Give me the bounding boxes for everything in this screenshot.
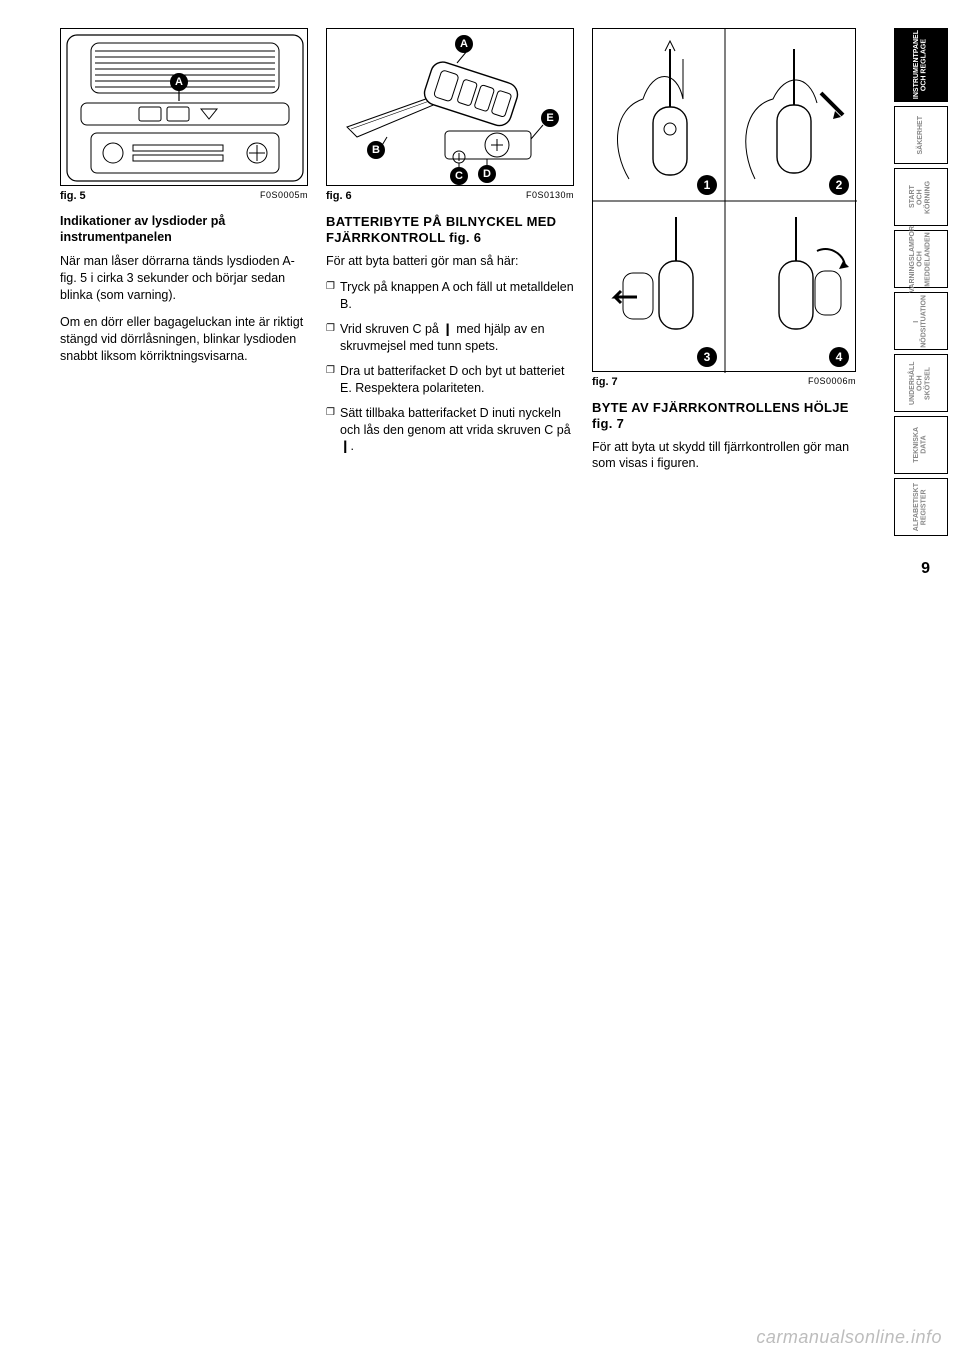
callout-b: B bbox=[367, 141, 385, 159]
callout-a: A bbox=[455, 35, 473, 53]
key-cover-illustration bbox=[593, 29, 857, 373]
column-1: Indikationer av lysdioder på instrumentp… bbox=[60, 214, 308, 375]
figure-5-caption: fig. 5 F0S0005m bbox=[60, 186, 308, 202]
figure-5-frame: A bbox=[60, 28, 308, 186]
side-tab-strip: INSTRUMENTPANEL OCH REGLAGE SÄKERHET STA… bbox=[894, 28, 948, 540]
side-tab-tekniska[interactable]: TEKNISKA DATA bbox=[894, 416, 948, 474]
figure-caption-text: fig. 5 bbox=[60, 190, 86, 202]
side-tab-label: UNDERHÅLL OCH SKÖTSEL bbox=[909, 355, 932, 411]
figure-6-frame: A B C D E bbox=[326, 28, 574, 186]
side-tab-start[interactable]: START OCH KÖRNING bbox=[894, 168, 948, 226]
side-tab-label: TEKNISKA DATA bbox=[913, 423, 928, 467]
list-item: Sätt tillbaka batterifacket D inuti nyck… bbox=[326, 405, 574, 456]
page-number: 9 bbox=[921, 560, 930, 578]
figure-7: 1 2 3 4 fig. 7 F0S0006m bbox=[592, 28, 856, 388]
list-item: Dra ut batterifacket D och byt ut batter… bbox=[326, 363, 574, 397]
side-tab-nodsituation[interactable]: I NÖDSITUATION bbox=[894, 292, 948, 350]
panel-number-3: 3 bbox=[697, 347, 717, 367]
callout-e: E bbox=[541, 109, 559, 127]
column-2: BATTERIBYTE PÅ BILNYCKEL MED FJÄRRKONTRO… bbox=[326, 214, 574, 463]
watermark: carmanualsonline.info bbox=[756, 1327, 942, 1348]
figure-code: F0S0005m bbox=[260, 190, 308, 202]
key-illustration bbox=[327, 29, 575, 187]
col2-intro: För att byta batteri gör man så här: bbox=[326, 253, 574, 270]
side-tab-register[interactable]: ALFABETISKT REGISTER bbox=[894, 478, 948, 536]
list-item: Vrid skruven C på ❙ med hjälp av en skru… bbox=[326, 321, 574, 355]
callout-c: C bbox=[450, 167, 468, 185]
side-tab-label: SÄKERHET bbox=[917, 112, 925, 159]
side-tab-label: VARNINGSLAMPOR OCH MEDDELANDEN bbox=[909, 222, 932, 297]
callout-a: A bbox=[170, 73, 188, 91]
figure-caption-text: fig. 7 bbox=[592, 376, 618, 388]
figure-caption-text: fig. 6 bbox=[326, 190, 352, 202]
col1-heading: Indikationer av lysdioder på instrumentp… bbox=[60, 214, 308, 245]
col1-p1: När man låser dörrarna tänds lysdioden A… bbox=[60, 253, 308, 304]
figure-6: A B C D E fig. 6 F0S0130m bbox=[326, 28, 574, 202]
col3-p1: För att byta ut skydd till fjärrkontroll… bbox=[592, 439, 856, 473]
list-item: Tryck på knappen A och fäll ut metalldel… bbox=[326, 279, 574, 313]
side-tab-varningslampor[interactable]: VARNINGSLAMPOR OCH MEDDELANDEN bbox=[894, 230, 948, 288]
col1-p2: Om en dörr eller bagageluckan inte är ri… bbox=[60, 314, 308, 365]
side-tab-label: ALFABETISKT REGISTER bbox=[913, 479, 928, 535]
dashboard-illustration bbox=[61, 29, 309, 187]
figure-7-caption: fig. 7 F0S0006m bbox=[592, 372, 856, 388]
manual-page: INSTRUMENTPANEL OCH REGLAGE SÄKERHET STA… bbox=[0, 0, 960, 1358]
side-tab-sakerhet[interactable]: SÄKERHET bbox=[894, 106, 948, 164]
column-3: BYTE AV FJÄRRKONTROLLENS HÖLJE fig. 7 Fö… bbox=[592, 400, 856, 482]
side-tab-label: I NÖDSITUATION bbox=[913, 291, 928, 352]
panel-number-4: 4 bbox=[829, 347, 849, 367]
panel-number-2: 2 bbox=[829, 175, 849, 195]
figure-code: F0S0006m bbox=[808, 376, 856, 388]
figure-7-frame: 1 2 3 4 bbox=[592, 28, 856, 372]
panel-number-1: 1 bbox=[697, 175, 717, 195]
side-tab-label: START OCH KÖRNING bbox=[909, 169, 932, 225]
side-tab-instrumentpanel[interactable]: INSTRUMENTPANEL OCH REGLAGE bbox=[894, 28, 948, 102]
figure-6-caption: fig. 6 F0S0130m bbox=[326, 186, 574, 202]
col2-heading: BATTERIBYTE PÅ BILNYCKEL MED FJÄRRKONTRO… bbox=[326, 214, 574, 247]
figure-5: A fig. 5 F0S0005m bbox=[60, 28, 308, 202]
side-tab-label: INSTRUMENTPANEL OCH REGLAGE bbox=[913, 26, 928, 103]
side-tab-underhall[interactable]: UNDERHÅLL OCH SKÖTSEL bbox=[894, 354, 948, 412]
callout-d: D bbox=[478, 165, 496, 183]
col3-heading: BYTE AV FJÄRRKONTROLLENS HÖLJE fig. 7 bbox=[592, 400, 856, 433]
col2-list: Tryck på knappen A och fäll ut metalldel… bbox=[326, 279, 574, 455]
figure-code: F0S0130m bbox=[526, 190, 574, 202]
